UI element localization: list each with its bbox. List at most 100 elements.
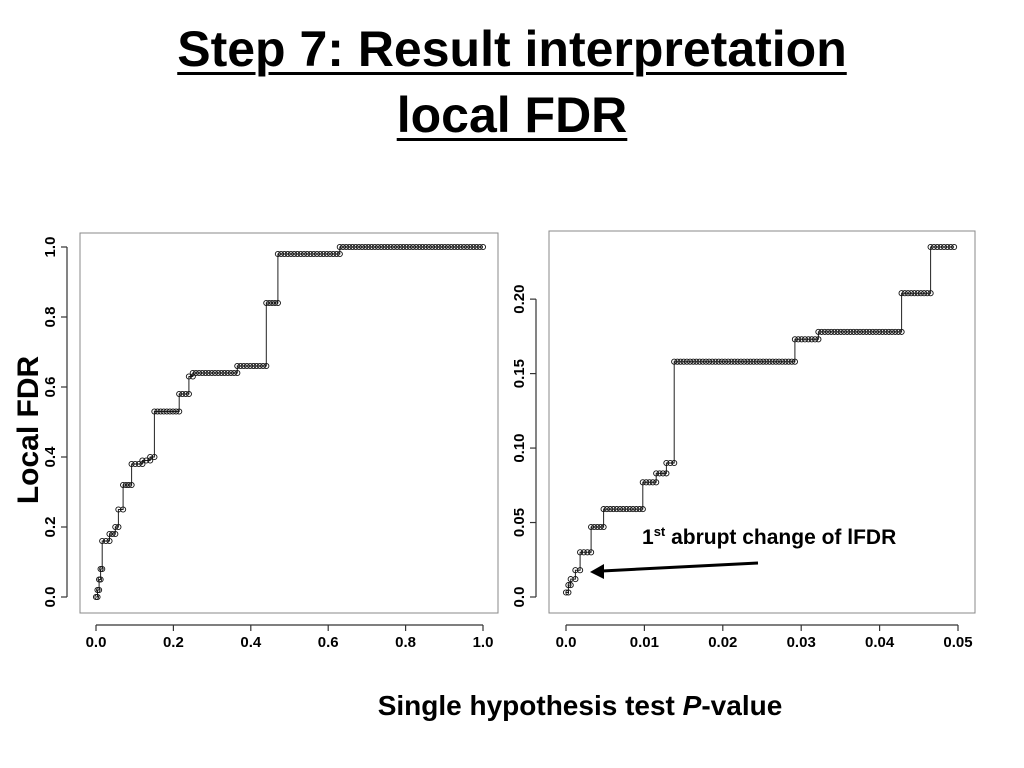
data-point bbox=[744, 358, 751, 365]
data-point bbox=[263, 299, 270, 307]
annotation-ordinal: 1 bbox=[642, 526, 654, 549]
data-point bbox=[205, 369, 212, 377]
data-point bbox=[600, 506, 607, 513]
data-point bbox=[374, 243, 382, 251]
data-point bbox=[779, 358, 786, 365]
y-tick-label: 0.8 bbox=[42, 307, 59, 328]
data-point bbox=[869, 328, 876, 335]
data-point bbox=[927, 290, 934, 297]
data-point bbox=[243, 362, 250, 370]
data-point bbox=[687, 358, 694, 365]
data-point bbox=[355, 243, 362, 251]
data-point bbox=[616, 506, 624, 513]
data-point bbox=[120, 506, 127, 513]
data-point bbox=[663, 470, 670, 477]
y-tick-label: 0.10 bbox=[511, 433, 528, 462]
x-tick-label: 0.05 bbox=[943, 634, 972, 651]
data-point bbox=[94, 593, 101, 601]
data-point bbox=[457, 243, 464, 251]
data-point bbox=[297, 250, 304, 258]
data-point bbox=[863, 328, 870, 335]
data-point bbox=[256, 362, 263, 370]
data-point bbox=[712, 358, 719, 365]
y-axis-label-wrap: Local FDR bbox=[12, 356, 45, 505]
data-point bbox=[828, 328, 835, 335]
data-point bbox=[102, 537, 109, 545]
data-point bbox=[196, 369, 203, 377]
data-point bbox=[179, 390, 186, 398]
data-point bbox=[798, 336, 805, 343]
data-point bbox=[721, 358, 729, 365]
data-point bbox=[106, 530, 113, 538]
annotation-text: abrupt change of lFDR bbox=[665, 526, 897, 549]
x-tick-label: 0.8 bbox=[395, 634, 416, 651]
data-point bbox=[572, 567, 579, 574]
data-point bbox=[860, 328, 867, 335]
data-point bbox=[674, 358, 681, 365]
data-point bbox=[895, 328, 902, 335]
data-point bbox=[837, 328, 844, 335]
x-tick-label: 0.0 bbox=[86, 634, 107, 651]
data-point bbox=[702, 358, 710, 365]
x-axis-label-italic: P bbox=[682, 690, 702, 721]
data-point bbox=[934, 243, 941, 251]
data-point bbox=[671, 459, 678, 467]
data-point bbox=[639, 479, 646, 486]
data-point bbox=[281, 250, 288, 258]
data-point bbox=[151, 408, 158, 415]
data-point bbox=[908, 290, 915, 297]
data-point bbox=[215, 369, 222, 377]
data-point bbox=[584, 549, 591, 556]
data-point bbox=[435, 243, 442, 251]
data-point bbox=[927, 243, 934, 251]
data-point bbox=[250, 362, 257, 370]
data-point bbox=[300, 250, 308, 258]
data-point bbox=[892, 328, 899, 335]
data-point bbox=[349, 243, 356, 251]
data-point bbox=[815, 328, 822, 335]
data-point bbox=[731, 358, 738, 365]
data-point bbox=[812, 336, 819, 343]
data-point bbox=[139, 460, 146, 468]
data-point bbox=[166, 408, 173, 415]
data-point bbox=[636, 506, 643, 513]
data-point bbox=[333, 250, 340, 258]
data-point bbox=[683, 358, 690, 365]
plot-frame-1 bbox=[79, 232, 499, 614]
data-point bbox=[613, 506, 620, 513]
data-point bbox=[850, 328, 857, 335]
data-point bbox=[263, 362, 270, 370]
data-point bbox=[580, 549, 587, 556]
data-point bbox=[562, 589, 570, 596]
data-point bbox=[476, 243, 483, 251]
data-point bbox=[336, 243, 343, 251]
data-point bbox=[951, 243, 958, 251]
x-tick-label: 0.2 bbox=[163, 634, 184, 651]
data-point bbox=[772, 358, 779, 365]
data-point bbox=[577, 567, 584, 574]
data-point bbox=[572, 576, 579, 583]
data-point bbox=[128, 481, 135, 489]
data-point bbox=[706, 358, 713, 365]
annotation-superscript: st bbox=[653, 524, 666, 539]
data-point bbox=[840, 328, 848, 335]
data-point bbox=[677, 358, 684, 365]
title-line-1: Step 7: Result interpretation bbox=[177, 21, 847, 77]
data-point bbox=[173, 408, 180, 415]
data-point bbox=[109, 530, 116, 538]
x-axis-label-prefix: Single hypothesis test bbox=[377, 690, 683, 721]
data-point bbox=[775, 358, 783, 365]
data-point bbox=[567, 576, 574, 583]
data-point bbox=[182, 390, 189, 398]
data-point bbox=[387, 243, 394, 251]
data-point bbox=[888, 328, 896, 335]
data-point bbox=[594, 523, 601, 531]
data-point bbox=[240, 362, 247, 370]
data-point bbox=[365, 243, 372, 251]
data-point bbox=[317, 250, 324, 258]
data-point bbox=[756, 358, 764, 365]
data-point bbox=[294, 250, 301, 258]
y-tick-label: 0.0 bbox=[42, 587, 59, 608]
data-point bbox=[620, 506, 627, 513]
